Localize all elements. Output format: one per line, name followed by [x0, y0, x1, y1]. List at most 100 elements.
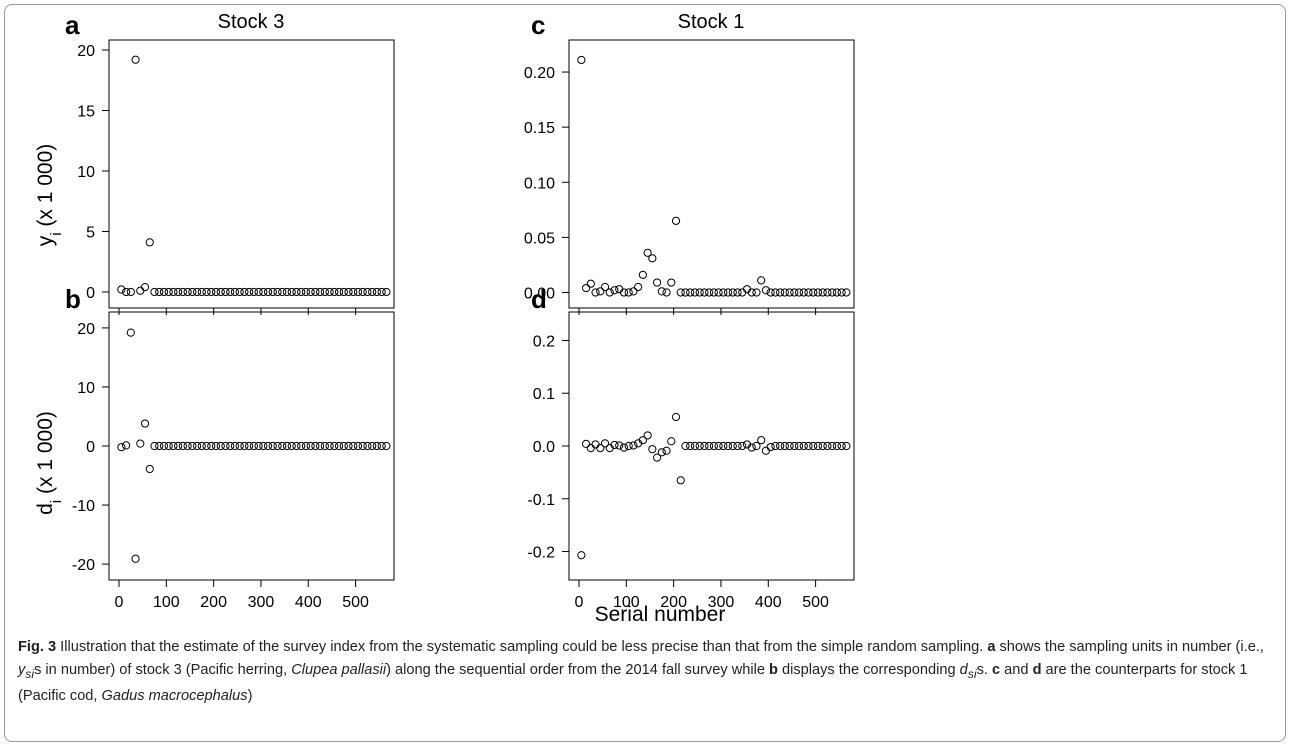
data-point-b — [382, 441, 391, 451]
data-point-c — [728, 288, 737, 297]
data-point-a — [325, 287, 334, 297]
data-point-c — [629, 287, 638, 296]
panel-letter-b: b — [65, 284, 81, 314]
data-point-a — [259, 287, 268, 297]
plot-frame-c — [568, 39, 855, 309]
data-point-a — [121, 287, 131, 297]
data-point-a — [174, 287, 183, 297]
x-tick-label-b: 300 — [248, 594, 275, 611]
data-point-d — [790, 441, 799, 451]
data-point-a — [273, 287, 282, 297]
data-point-b — [131, 554, 140, 563]
x-tick-label-b: 0 — [115, 594, 124, 611]
caption-var-y: y — [18, 661, 26, 678]
data-point-c — [780, 288, 789, 297]
data-point-a — [268, 287, 277, 297]
caption-panel-c: c — [991, 661, 1001, 678]
data-point-b — [344, 441, 353, 451]
figure-frame: yi (x 1 000) di (x 1 000) Serial number … — [4, 4, 1286, 742]
data-point-d — [738, 441, 747, 451]
data-point-b — [268, 441, 277, 451]
data-point-b — [126, 328, 135, 337]
data-point-d — [591, 440, 600, 449]
data-point-a — [349, 287, 358, 297]
data-point-d — [700, 441, 709, 451]
y-tick-label-c: 0.20 — [524, 65, 555, 82]
data-point-a — [282, 287, 292, 297]
caption-sub: si — [967, 666, 977, 681]
data-point-d — [733, 441, 742, 451]
data-point-a — [131, 55, 140, 64]
data-point-a — [240, 287, 249, 297]
data-point-c — [757, 276, 766, 285]
data-point-d — [728, 441, 737, 451]
data-point-c — [671, 216, 681, 225]
y-tick-label-d: 0.2 — [533, 333, 555, 350]
data-point-b — [245, 441, 254, 451]
data-point-b — [174, 441, 183, 451]
data-point-d — [723, 441, 733, 451]
data-point-b — [358, 441, 367, 451]
data-point-a — [358, 287, 367, 297]
figure-caption: Fig. 3 Illustration that the estimate of… — [18, 636, 1274, 707]
data-point-c — [586, 279, 595, 288]
data-point-d — [752, 441, 761, 451]
data-point-b — [136, 439, 145, 448]
data-point-c — [723, 288, 733, 297]
data-point-d — [804, 441, 813, 451]
data-point-c — [634, 282, 643, 292]
data-point-b — [226, 441, 235, 451]
data-point-d — [652, 453, 662, 462]
data-point-b — [188, 441, 197, 451]
data-point-d — [676, 476, 685, 485]
y-tick-label-d: 0.0 — [533, 439, 555, 456]
y-tick-label-a: 0 — [86, 285, 95, 302]
data-point-a — [216, 287, 225, 297]
data-point-d — [662, 446, 671, 455]
data-point-b — [287, 441, 296, 451]
data-point-a — [183, 287, 192, 297]
data-point-c — [600, 282, 610, 292]
data-point-b — [117, 443, 126, 452]
data-point-a — [164, 287, 173, 297]
data-point-d — [714, 441, 723, 451]
data-point-a — [211, 287, 221, 297]
x-tick-label-d: 300 — [708, 594, 735, 611]
x-tick-label-b: 400 — [295, 594, 322, 611]
data-point-a — [245, 287, 254, 297]
data-point-c — [705, 288, 714, 297]
data-point-b — [169, 441, 178, 451]
data-point-a — [202, 287, 211, 297]
caption-sub: si — [25, 666, 35, 681]
data-point-c — [842, 288, 851, 297]
caption-text: are the counterparts for stock 1 (Pacifi… — [18, 661, 1248, 704]
data-point-b — [230, 441, 240, 451]
data-point-d — [610, 440, 619, 450]
data-point-d — [780, 441, 789, 451]
data-point-a — [372, 287, 382, 297]
data-point-b — [221, 441, 230, 451]
data-point-d — [586, 444, 595, 453]
data-point-b — [320, 441, 329, 451]
data-point-a — [140, 283, 150, 292]
x-tick-label-d: 400 — [755, 594, 782, 611]
data-point-a — [339, 287, 348, 297]
data-point-a — [230, 287, 240, 297]
data-point-a — [334, 287, 344, 297]
data-point-d — [648, 445, 657, 454]
data-point-d — [837, 441, 846, 451]
y-tick-label-b: -20 — [72, 557, 95, 574]
data-point-c — [648, 254, 657, 263]
data-point-c — [794, 288, 804, 297]
data-point-c — [657, 287, 666, 296]
data-point-d — [629, 441, 638, 450]
data-point-b — [249, 441, 258, 451]
caption-panel-d: d — [1032, 661, 1042, 678]
data-point-b — [330, 441, 339, 451]
data-point-b — [254, 441, 263, 451]
data-point-c — [832, 288, 842, 297]
caption-fig-label: Fig. 3 — [18, 639, 57, 655]
y-tick-label-a: 10 — [77, 164, 95, 181]
y-tick-label-a: 5 — [86, 224, 95, 241]
figure-plots: yi (x 1 000) di (x 1 000) Serial number … — [34, 10, 855, 626]
